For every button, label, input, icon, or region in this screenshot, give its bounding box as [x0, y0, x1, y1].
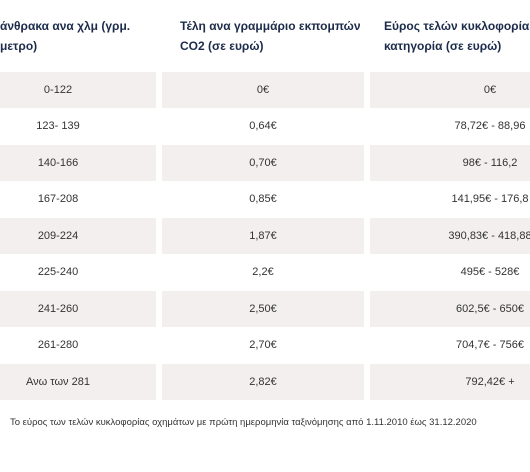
table-cell: 0,85€ — [249, 193, 277, 206]
table-cell: 209-224 — [0, 218, 156, 254]
table-cell: 123- 139 — [36, 120, 80, 133]
table-cell: 98€ - 116,2 — [370, 145, 530, 181]
header-text: κατηγορία (σε ευρώ) — [384, 39, 502, 53]
table-cell: 167-208 — [37, 193, 79, 206]
table-cell: 2,70€ — [249, 339, 277, 352]
table-cell: 0,64€ — [249, 120, 277, 133]
table-cell: 704,7€ - 756€ — [456, 339, 524, 352]
table-cell: 495€ - 528€ — [460, 266, 520, 279]
header-text: άνθρακα ανα χλμ (γρμ. — [0, 19, 131, 33]
table-cell: 261-280 — [37, 339, 79, 352]
header-text: Τέλη ανα γραμμάριο εκπομπών — [180, 19, 361, 33]
header-text: μετρο) — [0, 39, 38, 53]
table-cell: 78,72€ - 88,96 — [454, 120, 526, 133]
table-cell: 792,42€ + — [370, 364, 530, 400]
table-cell: 2,82€ — [162, 364, 364, 400]
table-cell: 0,70€ — [162, 145, 364, 181]
table-cell: 0€ — [370, 72, 530, 108]
table-cell: 2,2€ — [252, 266, 274, 279]
header-text: Εύρος τελών κυκλοφορία — [384, 19, 530, 33]
table-cell: 140-166 — [0, 145, 156, 181]
table-cell: 602,5€ - 650€ — [370, 291, 530, 327]
table-cell: 1,87€ — [162, 218, 364, 254]
table-cell: 225-240 — [37, 266, 79, 279]
table-cell: Ανω των 281 — [0, 364, 156, 400]
header-text: CO2 (σε ευρώ) — [180, 39, 264, 53]
footnote: Το εύρος των τελών κυκλοφορίας οχημάτων … — [10, 417, 477, 428]
table-cell: 241-260 — [0, 291, 156, 327]
table-cell: 141,95€ - 176,8 — [451, 193, 529, 206]
table-cell: 0-122 — [0, 72, 156, 108]
table-cell: 390,83€ - 418,88 — [370, 218, 530, 254]
table-cell: 2,50€ — [162, 291, 364, 327]
table-cell: 0€ — [162, 72, 364, 108]
